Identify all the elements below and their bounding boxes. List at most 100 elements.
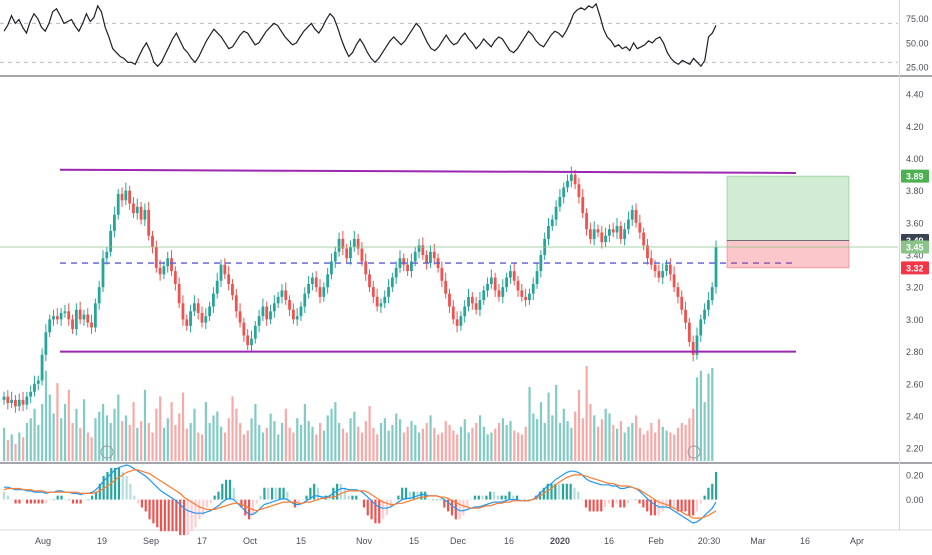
candle-body [135, 206, 139, 214]
candle-body [375, 296, 379, 307]
price-tick-label: 2.80 [906, 347, 924, 357]
volume-bar [197, 432, 200, 461]
volume-bar [18, 432, 21, 461]
candle-body [272, 303, 276, 312]
macd-histogram-bar [665, 499, 668, 508]
candle-body [646, 245, 649, 259]
candle-body [120, 193, 124, 201]
volume-bar [532, 413, 535, 461]
volume-bar [299, 424, 303, 461]
macd-histogram-bar [450, 499, 454, 516]
candle-body [307, 283, 310, 294]
macd-histogram-bar [129, 483, 132, 500]
volume-bar [174, 424, 177, 461]
volume-bar [406, 426, 409, 461]
candle-body [173, 271, 177, 284]
macd-histogram-bar [71, 499, 75, 504]
candle-body [379, 303, 383, 307]
macd-histogram-bar [508, 491, 511, 500]
macd-histogram-bar [412, 491, 415, 500]
candle-body [440, 267, 444, 281]
macd-histogram-bar [205, 499, 209, 508]
volume-bar [14, 443, 17, 461]
macd-histogram-bar [692, 499, 695, 516]
macd-histogram-bar [125, 475, 128, 500]
volume-bar [608, 413, 611, 461]
candle-body [512, 271, 516, 281]
volume-bar [692, 408, 695, 461]
macd-histogram-bar [523, 499, 526, 501]
macd-histogram-bar [198, 499, 201, 520]
candle-body [132, 203, 135, 214]
volume-bar [387, 430, 390, 461]
candle-body [528, 293, 531, 301]
macd-histogram-bar [397, 495, 400, 500]
macd-histogram-bar [255, 499, 258, 504]
macd-histogram-bar [179, 499, 182, 536]
volume-bar [391, 424, 394, 461]
candle-body [360, 248, 364, 262]
candle-body [212, 293, 215, 307]
macd-histogram-bar [626, 499, 630, 504]
price-tick-label: 4.20 [906, 122, 924, 132]
macd-histogram-bar [244, 499, 247, 516]
volume-bar [345, 432, 348, 461]
candle-body [303, 293, 307, 307]
volume-bar [189, 423, 192, 461]
macd-histogram-bar [473, 495, 477, 500]
macd-histogram-bar [148, 499, 151, 520]
volume-bar [657, 419, 661, 461]
volume-bar [41, 404, 44, 461]
volume-bar [349, 418, 352, 461]
volume-bar [642, 434, 645, 461]
volume-bar [6, 440, 10, 461]
volume-bar [37, 424, 40, 461]
macd-histogram-bar [175, 499, 178, 532]
macd-histogram-bar [305, 495, 308, 500]
volume-bar [143, 389, 147, 461]
candle-body [478, 300, 482, 310]
volume-bar [695, 377, 699, 461]
candle-body [501, 287, 505, 297]
candle-body [417, 245, 421, 252]
candle-body [299, 306, 303, 317]
volume-bar [25, 423, 29, 461]
volume-bar [669, 432, 672, 461]
macd-histogram-bar [439, 499, 442, 501]
volume-bar [528, 386, 531, 461]
time-tick-label: 2020 [550, 536, 570, 546]
macd-histogram-bar [351, 495, 354, 500]
candle-body [703, 309, 706, 320]
macd-histogram-bar [596, 499, 599, 512]
volume-bar [311, 426, 314, 461]
volume-bar [330, 408, 333, 461]
volume-bar [48, 394, 51, 461]
time-tick-label: Nov [356, 536, 373, 546]
axes: 75.0050.0025.004.404.204.003.803.603.403… [35, 14, 929, 546]
volume-bar [303, 404, 306, 461]
candle-body [105, 251, 109, 259]
macd-histogram-bar [615, 499, 618, 504]
volume-bar [482, 426, 485, 461]
macd-histogram-bar [156, 499, 159, 528]
volume-bar [185, 428, 188, 461]
volume-bar [341, 428, 345, 461]
macd-histogram-bar [22, 499, 25, 501]
macd-histogram-bar [290, 499, 293, 501]
macd-histogram-bar [213, 495, 216, 500]
volume-bar [646, 430, 649, 461]
volume-bar [261, 432, 265, 461]
macd-histogram-bar [94, 491, 98, 500]
candle-body [59, 312, 63, 320]
macd-histogram-bar [408, 491, 411, 500]
candle-body [29, 391, 33, 397]
volume-bar [10, 434, 13, 461]
price-tick-label: 3.60 [906, 218, 924, 228]
volume-bar [75, 408, 78, 461]
candle-body [581, 197, 585, 214]
volume-bar [596, 426, 600, 461]
candle-body [177, 283, 181, 304]
macd-histogram-bar [286, 491, 289, 500]
